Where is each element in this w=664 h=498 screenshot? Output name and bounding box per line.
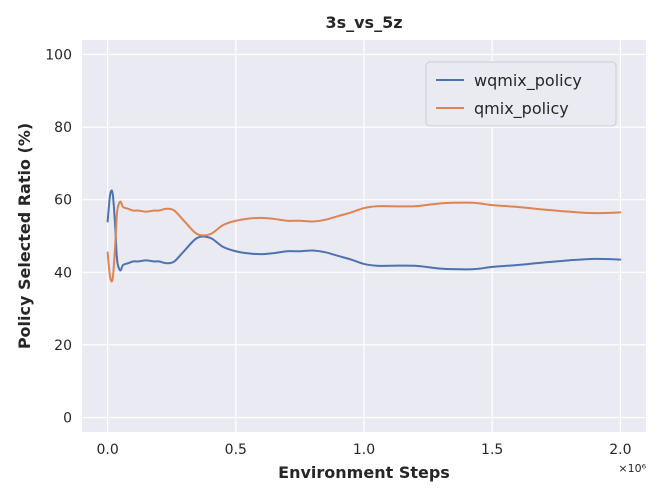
y-tick-label: 40 (54, 265, 72, 281)
chart-title: 3s_vs_5z (325, 13, 402, 32)
y-axis-ticks: 0 20 40 60 80 100 (45, 48, 72, 427)
legend-label: wqmix_policy (474, 71, 582, 91)
y-tick-label: 80 (54, 120, 72, 136)
y-axis-label: Policy Selected Ratio (%) (15, 123, 34, 349)
grid-lines (82, 40, 646, 432)
x-tick-label: 1.0 (353, 442, 375, 458)
x-tick-label: 1.5 (481, 442, 503, 458)
legend-box (425, 61, 617, 127)
series-layer (106, 189, 622, 283)
y-tick-label: 100 (45, 48, 72, 64)
x-axis-label: Environment Steps (278, 463, 450, 482)
legend: wqmix_policy qmix_policy (425, 61, 617, 127)
x-tick-label: 2.0 (609, 442, 631, 458)
series-line-qmix-policy (106, 200, 622, 283)
x-tick-label: 0.0 (97, 442, 119, 458)
legend-item-wqmix-policy: wqmix_policy (436, 71, 582, 91)
y-tick-label: 20 (54, 338, 72, 354)
y-tick-label: 0 (63, 410, 72, 426)
legend-item-qmix-policy: qmix_policy (436, 99, 569, 119)
series-line-wqmix-policy (106, 189, 622, 272)
x-axis-offset-label: ×10⁶ (618, 462, 646, 475)
y-tick-label: 60 (54, 193, 72, 209)
x-axis-ticks: 0.0 0.5 1.0 1.5 2.0 (97, 442, 632, 458)
legend-label: qmix_policy (474, 99, 569, 119)
x-tick-label: 0.5 (225, 442, 247, 458)
